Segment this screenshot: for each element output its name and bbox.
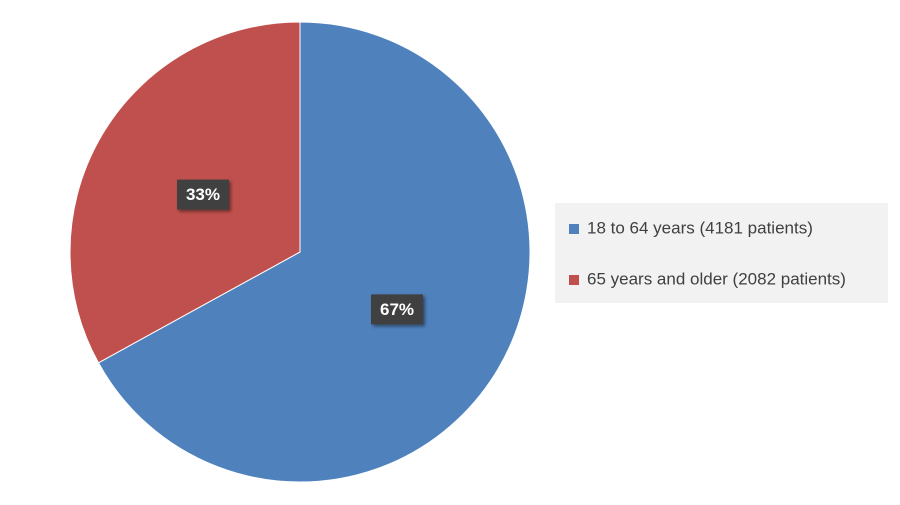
legend-box: [555, 203, 888, 303]
value-label: 33%: [186, 185, 220, 204]
legend-label: 18 to 64 years (4181 patients): [587, 218, 813, 237]
value-label-box: [371, 294, 424, 325]
legend-swatch: [569, 275, 579, 285]
value-label-box: [176, 179, 229, 210]
legend-swatch: [569, 224, 579, 234]
legend-label: 65 years and older (2082 patients): [587, 269, 846, 288]
value-label: 67%: [380, 300, 414, 319]
pie-slice: [97, 21, 531, 483]
